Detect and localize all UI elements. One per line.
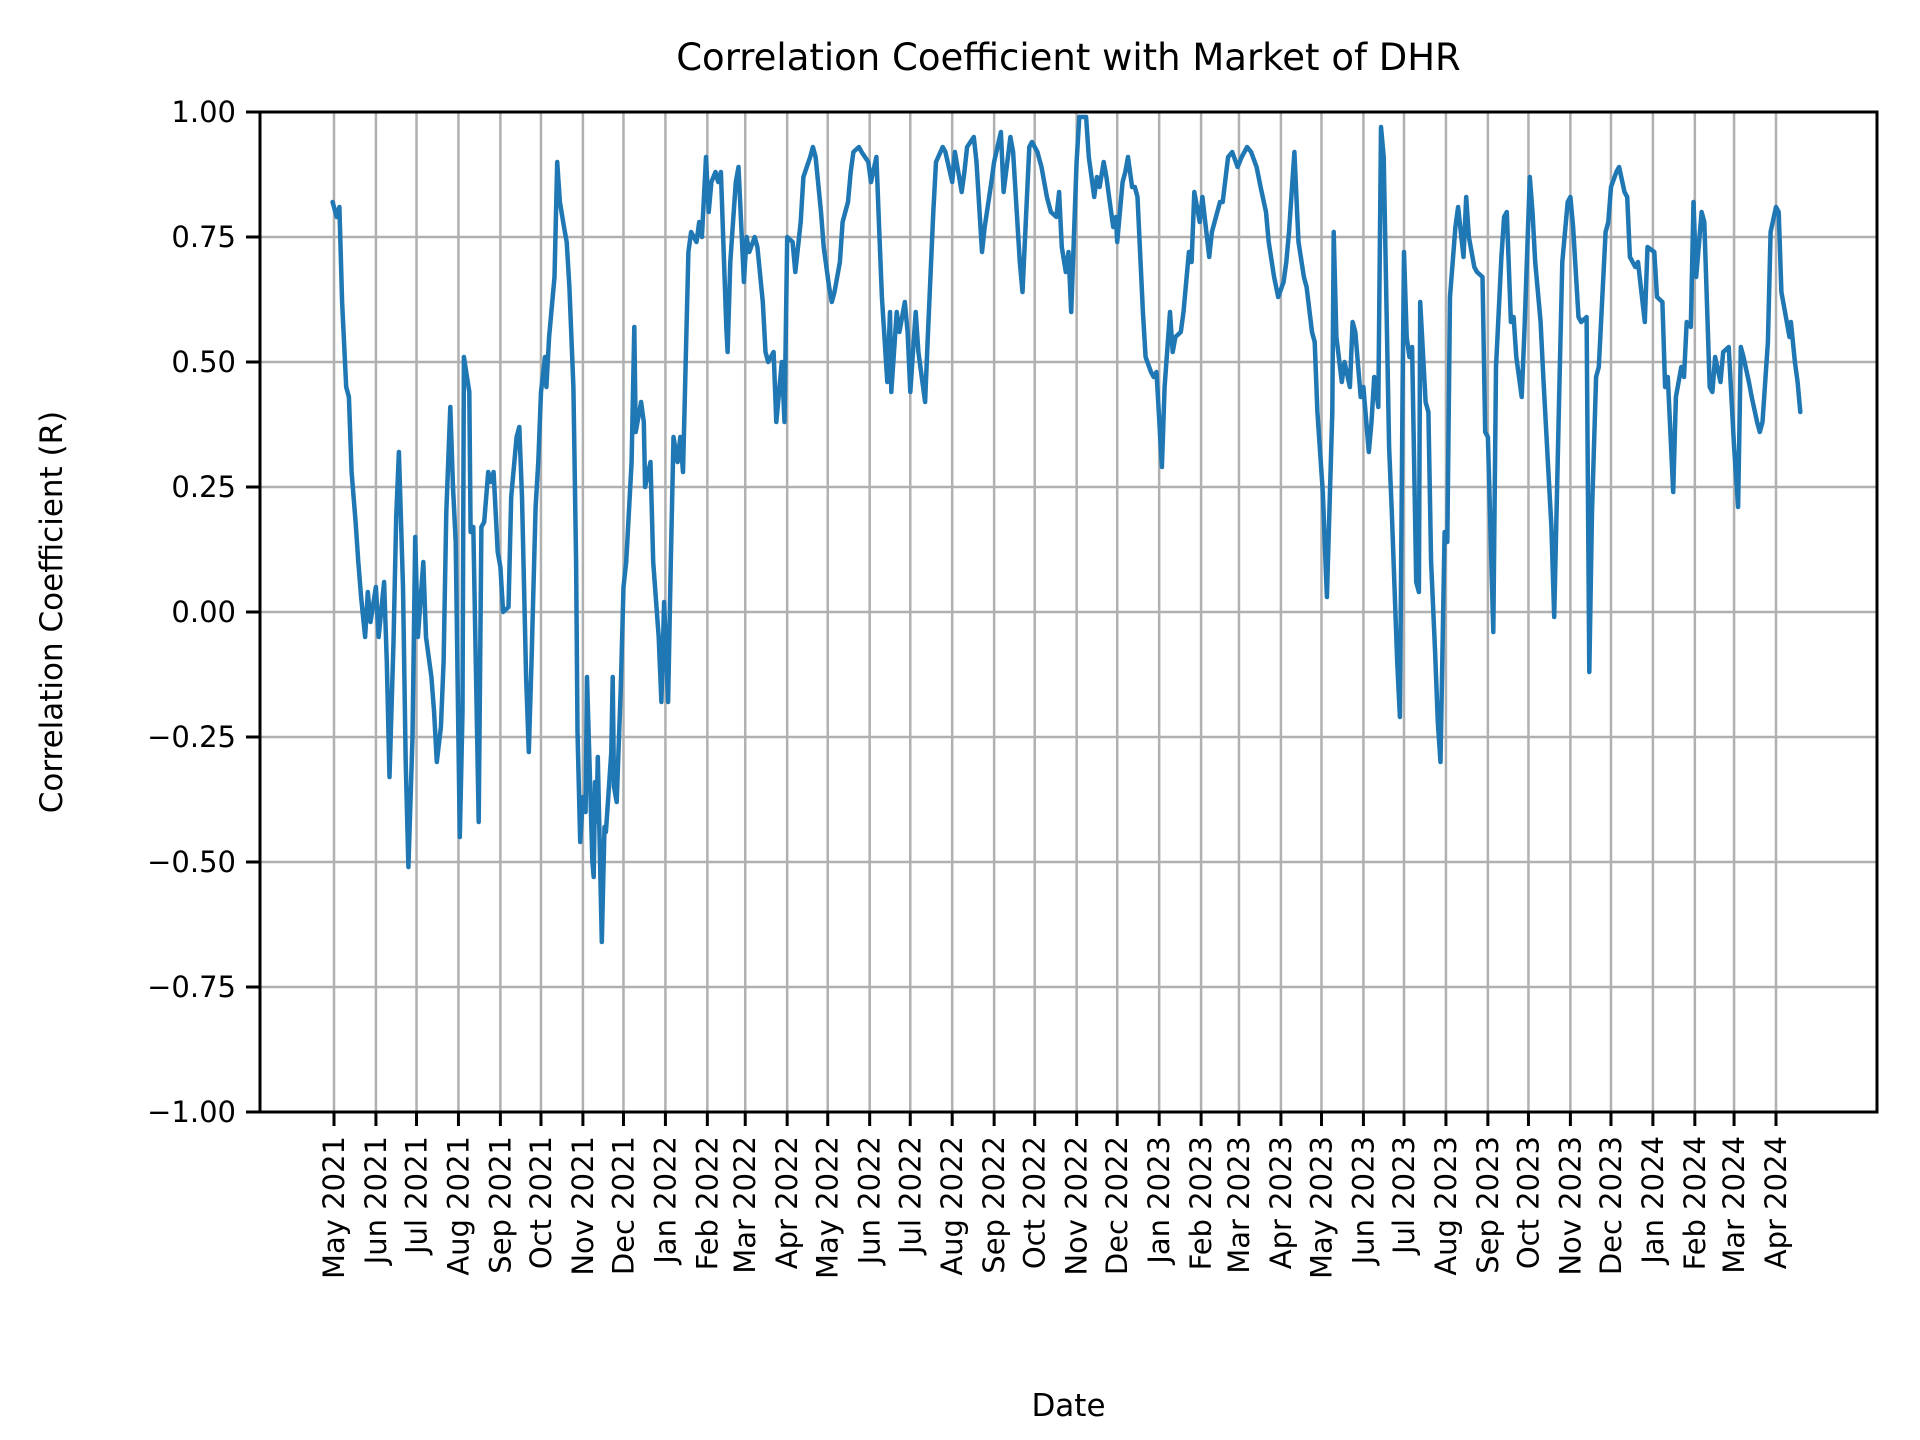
- x-tick-label: Sep 2021: [483, 1136, 517, 1274]
- x-tick-label: Sep 2022: [977, 1136, 1011, 1274]
- x-tick-label: Mar 2022: [728, 1136, 762, 1274]
- y-tick-label: −0.75: [147, 970, 236, 1004]
- y-tick-label: −0.50: [147, 845, 236, 879]
- x-tick-label: Sep 2023: [1471, 1136, 1505, 1274]
- x-tick-label: Feb 2024: [1678, 1136, 1712, 1270]
- x-tick-label: Aug 2022: [935, 1136, 969, 1276]
- x-tick-label: Mar 2024: [1717, 1136, 1751, 1274]
- x-axis-label: Date: [1031, 1388, 1106, 1424]
- y-tick-label: −0.25: [147, 720, 236, 754]
- x-tick-label: Aug 2023: [1429, 1136, 1463, 1276]
- chart-title: Correlation Coefficient with Market of D…: [676, 36, 1461, 79]
- x-tick-label: Jun 2022: [853, 1136, 887, 1266]
- x-tick-label: Oct 2023: [1511, 1136, 1545, 1269]
- x-tick-label: Nov 2022: [1060, 1136, 1094, 1276]
- y-tick-label: 0.00: [171, 595, 236, 629]
- x-tick-label: Dec 2022: [1100, 1136, 1134, 1275]
- x-tick-label: Mar 2023: [1222, 1136, 1256, 1274]
- y-tick-label: 0.25: [171, 470, 236, 504]
- x-tick-label: Nov 2023: [1553, 1136, 1587, 1276]
- x-tick-label: Jun 2021: [359, 1136, 393, 1266]
- y-tick-label: 0.50: [171, 345, 236, 379]
- y-tick-label: −1.00: [147, 1095, 236, 1129]
- y-tick-label: 0.75: [171, 220, 236, 254]
- x-tick-label: Oct 2022: [1018, 1136, 1052, 1269]
- tick-marks: [246, 110, 1778, 1126]
- x-tick-label: May 2022: [811, 1136, 845, 1279]
- x-tick-label: Feb 2022: [690, 1136, 724, 1270]
- x-tick-label: Nov 2021: [566, 1136, 600, 1276]
- x-tick-label: Jun 2023: [1346, 1136, 1380, 1266]
- x-tick-label: May 2023: [1304, 1136, 1338, 1279]
- x-tick-label: May 2021: [317, 1136, 351, 1279]
- x-tick-label: Aug 2021: [441, 1136, 475, 1276]
- x-tick-label: Jan 2022: [648, 1136, 682, 1266]
- x-tick-label: Apr 2024: [1759, 1136, 1793, 1269]
- series-line: [330, 114, 1803, 945]
- y-axis-label: Correlation Coefficient (R): [34, 410, 70, 814]
- x-tick-label: Oct 2021: [524, 1136, 558, 1269]
- x-tick-label: Jan 2023: [1142, 1136, 1176, 1266]
- x-tick-label: Apr 2022: [770, 1136, 804, 1269]
- y-tick-label: 1.00: [171, 95, 236, 129]
- x-tick-label: Jul 2021: [400, 1136, 434, 1256]
- x-tick-label: Jul 2022: [893, 1136, 927, 1256]
- x-tick-label: Dec 2021: [606, 1136, 640, 1275]
- x-tick-label: Apr 2023: [1264, 1136, 1298, 1269]
- x-tick-label: Jan 2024: [1636, 1136, 1670, 1266]
- x-tick-label: Feb 2023: [1184, 1136, 1218, 1270]
- x-tick-label: Dec 2023: [1594, 1136, 1628, 1275]
- tick-labels: 1.00 0.75 0.50 0.25 0.00 −0.25 −0.50 −0.75 −1.00…: [147, 95, 1793, 1279]
- x-tick-label: Jul 2023: [1387, 1136, 1421, 1256]
